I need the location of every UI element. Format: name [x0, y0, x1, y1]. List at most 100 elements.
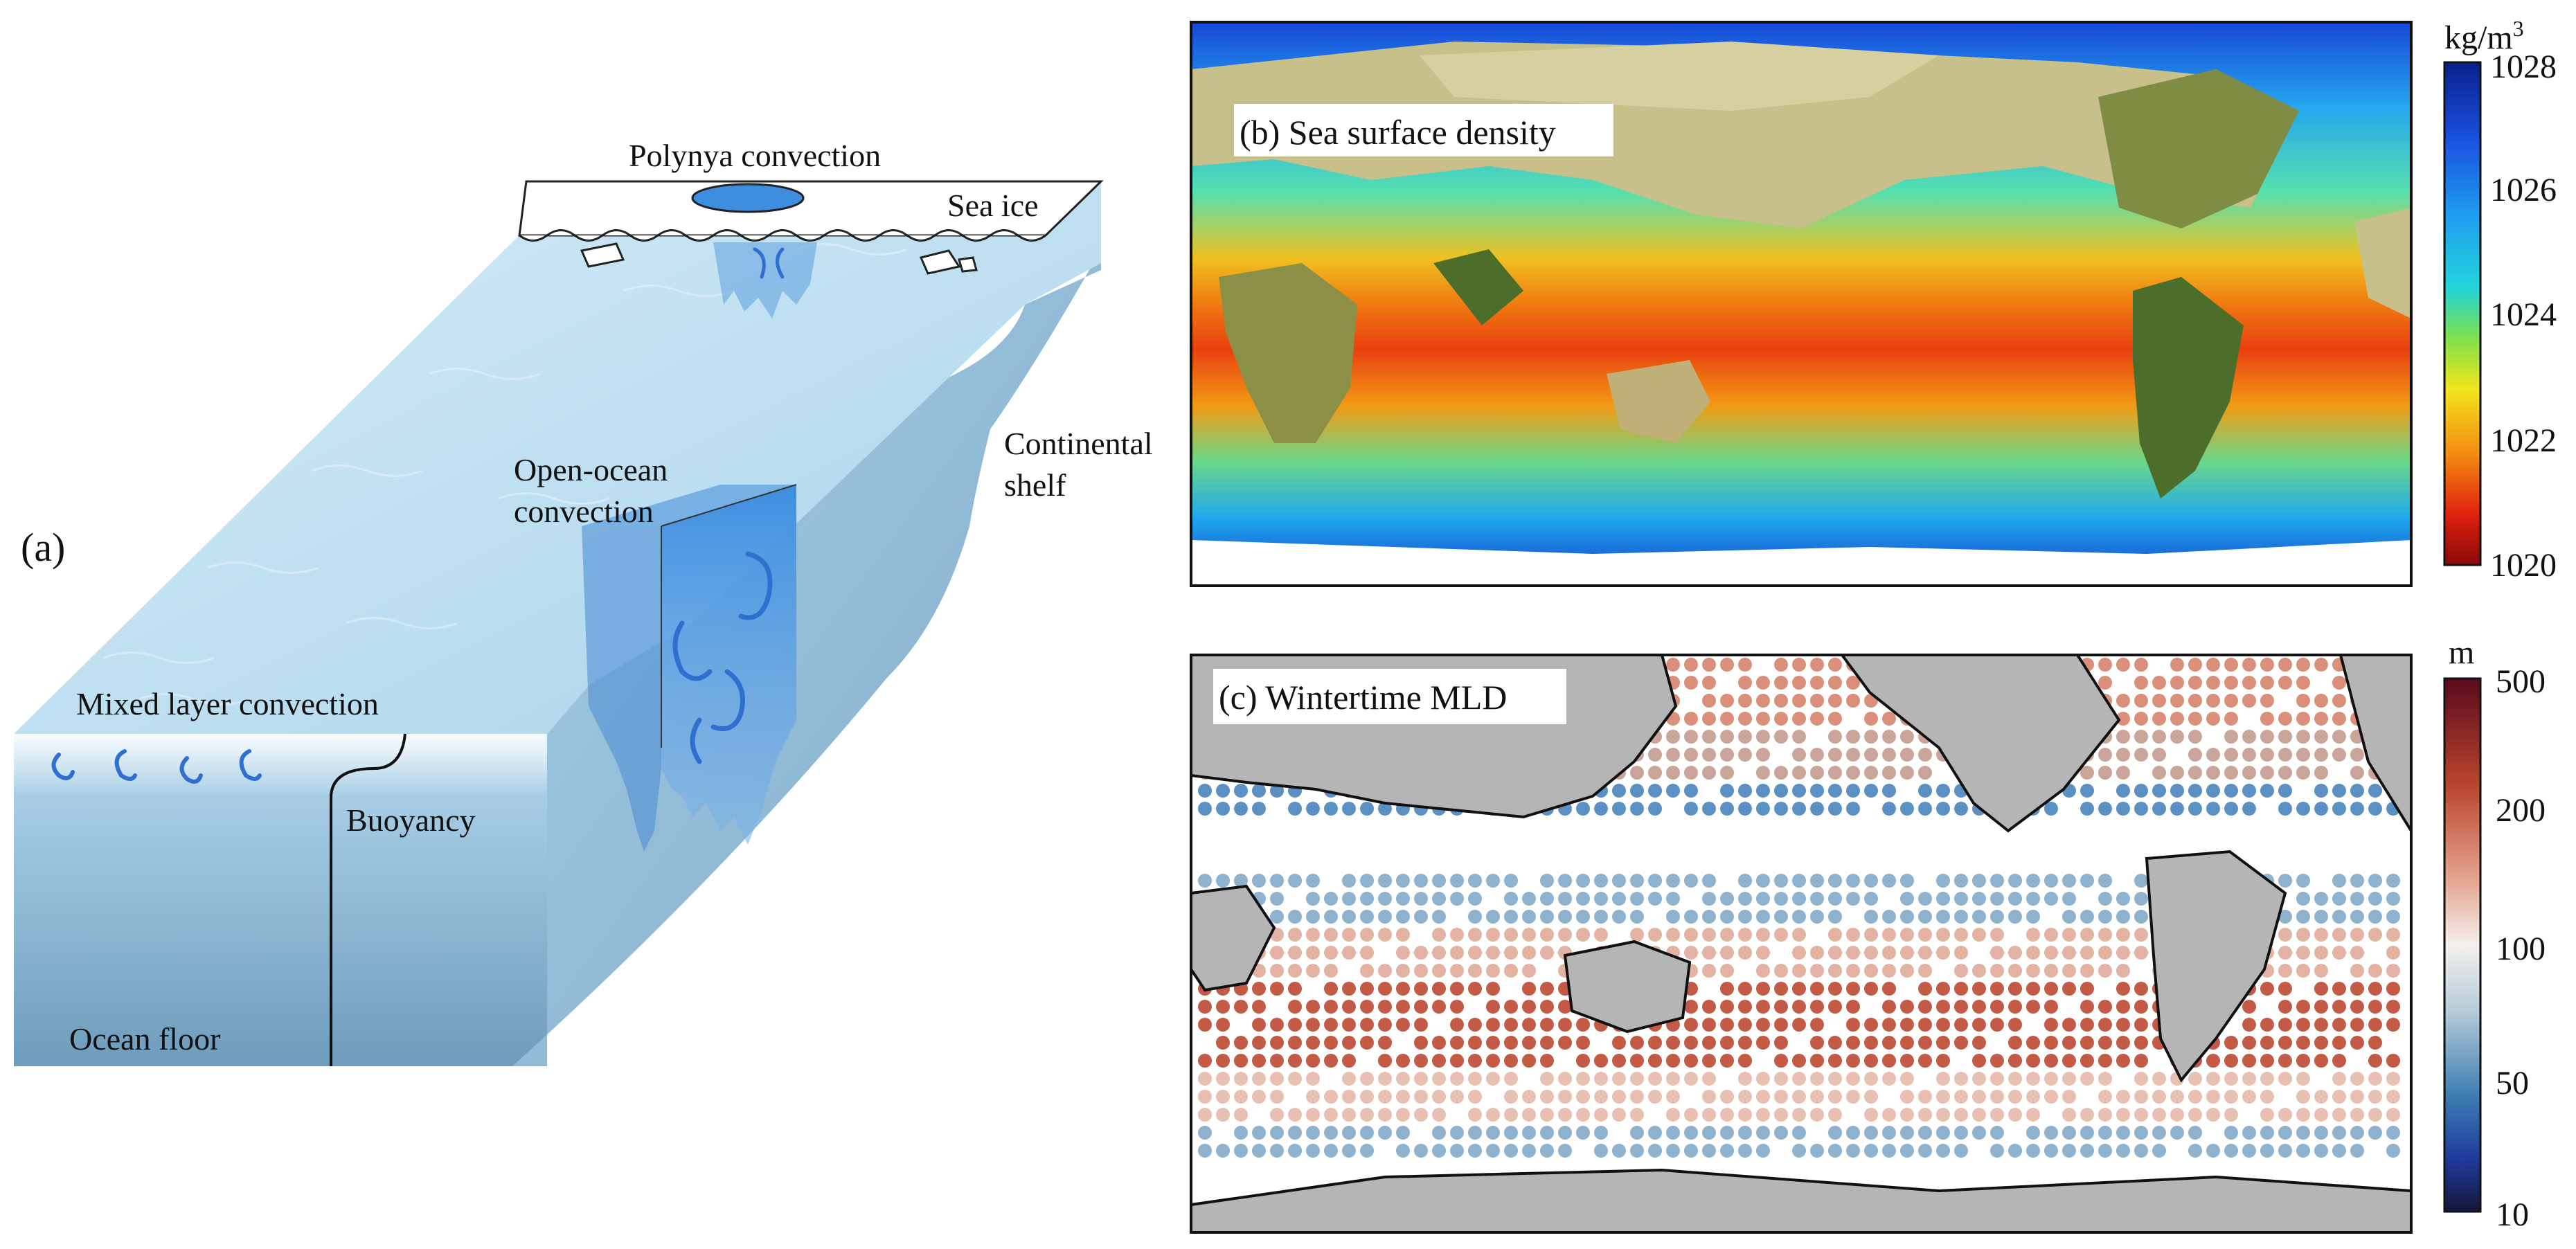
- mld-dot: [2260, 1018, 2274, 1032]
- mld-dot: [2170, 1108, 2184, 1122]
- mld-dot: [1774, 874, 1788, 888]
- mld-dot: [2008, 1144, 2022, 1158]
- mld-dot: [2278, 1054, 2292, 1068]
- mld-dot: [1234, 1126, 1248, 1140]
- mld-dot: [2368, 1036, 2382, 1050]
- mld-dot: [2260, 676, 2274, 690]
- mld-dot: [1558, 1000, 1572, 1014]
- mld-dot: [2332, 892, 2346, 906]
- mld-dot: [2296, 694, 2310, 708]
- mld-dot: [2062, 982, 2076, 996]
- mld-dot: [1522, 1108, 1536, 1122]
- mld-dot: [1504, 910, 1518, 924]
- mld-dot: [1198, 1000, 1212, 1014]
- mld-dot: [2188, 1108, 2202, 1122]
- mld-dot: [1756, 1036, 1770, 1050]
- mld-dot: [1720, 910, 1734, 924]
- mld-dot: [1450, 928, 1464, 942]
- mld-dot: [2350, 910, 2364, 924]
- mld-dot: [1198, 1144, 1212, 1158]
- mld-dot: [1918, 1090, 1932, 1104]
- mld-dot: [1936, 1072, 1950, 1086]
- mld-dot: [1828, 1000, 1842, 1014]
- mld-dot: [1270, 964, 1284, 978]
- mld-dot: [2386, 1018, 2400, 1032]
- mld-dot: [1810, 1018, 1824, 1032]
- mld-dot: [2116, 748, 2130, 762]
- mld-dot: [1972, 1036, 1986, 1050]
- mld-dot: [1792, 748, 1806, 762]
- mld-dot: [1252, 802, 1266, 816]
- mld-dot: [1918, 946, 1932, 960]
- mld-dot: [1234, 874, 1248, 888]
- mld-dot: [1756, 1108, 1770, 1122]
- mld-dot: [1666, 1144, 1680, 1158]
- mld-dot: [1810, 784, 1824, 798]
- mld-dot: [1990, 1072, 2004, 1086]
- mld-dot: [1540, 1108, 1554, 1122]
- mld-dot: [1936, 1036, 1950, 1050]
- mld-dot: [2350, 748, 2364, 762]
- mld-dot: [1450, 1036, 1464, 1050]
- mld-dot: [1594, 1090, 1608, 1104]
- mld-dot: [2242, 1018, 2256, 1032]
- mld-dot: [2206, 784, 2220, 798]
- mld-dot: [1198, 1054, 1212, 1068]
- mld-dot: [1810, 874, 1824, 888]
- mld-dot: [2314, 1054, 2328, 1068]
- mld-dot: [1396, 1072, 1410, 1086]
- mld-dot: [2044, 1090, 2058, 1104]
- mld-dot: [2386, 1090, 2400, 1104]
- mld-dot: [1324, 910, 1338, 924]
- mld-dot: [2116, 1018, 2130, 1032]
- mld-dot: [1342, 1000, 1356, 1014]
- mld-dot: [1234, 1054, 1248, 1068]
- mld-dot: [1234, 1036, 1248, 1050]
- polynya-arrows: [753, 247, 785, 279]
- mld-dot: [2188, 676, 2202, 690]
- mld-dot: [1522, 964, 1536, 978]
- mld-dot: [2188, 712, 2202, 726]
- mld-dot: [1828, 748, 1842, 762]
- mld-dot: [2008, 1018, 2022, 1032]
- mld-dot: [2296, 1090, 2310, 1104]
- mld-dot: [1702, 730, 1716, 744]
- mld-dot: [1936, 802, 1950, 816]
- mld-dot: [1756, 910, 1770, 924]
- mld-dot: [1738, 1090, 1752, 1104]
- mld-dot: [2242, 1144, 2256, 1158]
- mld-dot: [2134, 802, 2148, 816]
- mld-dot: [1558, 1090, 1572, 1104]
- panel-c-map: (c) Wintertime MLD m 500 200 100 50 10: [1190, 634, 2546, 1234]
- mld-dot: [1612, 1144, 1626, 1158]
- mld-dot: [1306, 1036, 1320, 1050]
- mld-dot: [1846, 802, 1860, 816]
- mld-dot: [1306, 1072, 1320, 1086]
- mld-dot: [2350, 1072, 2364, 1086]
- mld-dot: [2260, 1144, 2274, 1158]
- mld-dot: [1702, 1000, 1716, 1014]
- mld-dot: [1774, 1000, 1788, 1014]
- mld-dot: [2386, 910, 2400, 924]
- density-tick: 1020: [2490, 547, 2557, 584]
- mld-dot: [1990, 964, 2004, 978]
- mld-dot: [1432, 928, 1446, 942]
- mld-dot: [2152, 1072, 2166, 1086]
- mld-dot: [2152, 748, 2166, 762]
- mld-dot: [1324, 1144, 1338, 1158]
- mld-dot: [1576, 910, 1590, 924]
- mld-dot: [2080, 874, 2094, 888]
- mld-dot: [1954, 1126, 1968, 1140]
- mld-dot: [1522, 1000, 1536, 1014]
- mld-dot: [1702, 892, 1716, 906]
- mld-dot: [1522, 946, 1536, 960]
- mld-dot: [2152, 1126, 2166, 1140]
- mld-dot: [1720, 1108, 1734, 1122]
- mld-dot: [2080, 1144, 2094, 1158]
- mld-dot: [2314, 730, 2328, 744]
- mld-dot: [1864, 1018, 1878, 1032]
- mld-dot: [1216, 1054, 1230, 1068]
- mld-dot: [1306, 1090, 1320, 1104]
- mld-dot: [1324, 1108, 1338, 1122]
- mld-dot: [2188, 694, 2202, 708]
